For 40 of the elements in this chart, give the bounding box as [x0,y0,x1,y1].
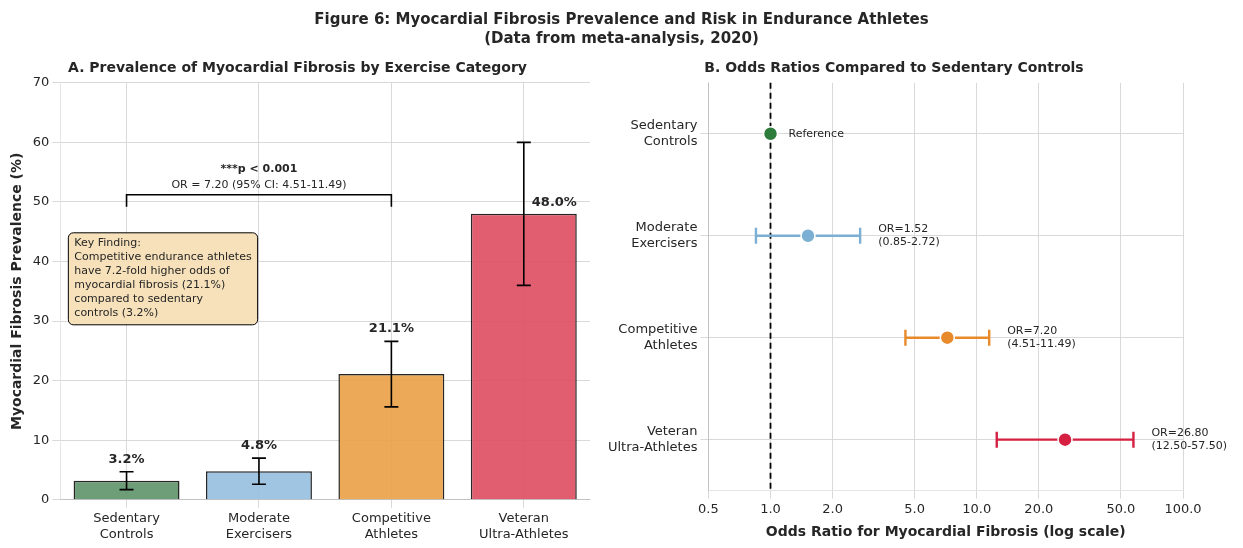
y-tick-label: 30 [32,312,50,328]
x-tick-label: Veteran Ultra-Athletes [479,509,569,541]
y-tick-label: 60 [32,133,50,149]
y-tick-label: 10 [32,431,50,447]
y-tick-label: 70 [32,74,50,90]
y-tick-label: 50 [32,193,50,209]
x-tick-label: Sedentary Controls [93,509,161,541]
data-label: 3.2% [108,450,145,466]
x-tick-label: 5.0 [904,500,926,516]
x-tick-label: Moderate Exercisers [225,509,293,541]
data-label: 48.0% [531,193,577,209]
y-tick-label: Veteran Ultra-Athletes [608,423,698,454]
data-label: 4.8% [240,436,277,452]
annotation: OR=7.20 (4.51-11.49) [1007,324,1076,351]
x-tick-label: 1.0 [760,500,781,516]
chart-title: B. Odds Ratios Compared to Sedentary Controls [704,59,1084,76]
y-tick-label: Competitive Athletes [618,321,698,352]
text: Figure 6: Myocardial Fibrosis Prevalence and Risk in Endurance Athletes [313,10,930,29]
x-tick-label: 0.5 [698,500,719,516]
annotation: OR=26.80 (12.50-57.50) [1151,425,1227,452]
x-axis-title: Odds Ratio for Myocardial Fibrosis (log scale) [765,523,1126,540]
text: (Data from meta-analysis, 2020) [483,29,760,48]
x-tick-label: 10.0 [962,500,992,516]
annotation: Key Finding: Competitive endurance athletes have 7.2-fold higher odds of myocardial fibrosis (21.1%) compared to sedentary controls (3.2%) [74,236,252,320]
annotation: ***p < 0.001 OR = 7.20 (95% CI: 4.51-11.49) [171,162,347,192]
annotation: OR=1.52 (0.85-2.72) [878,222,940,249]
y-tick-label: 40 [32,252,50,268]
y-tick-label: 0 [41,491,50,507]
y-tick-label: Sedentary Controls [630,117,698,148]
x-tick-label: Competitive Athletes [351,509,431,541]
data-label: 21.1% [368,320,414,336]
y-tick-label: 20 [32,372,50,388]
annotation: Reference [788,126,845,140]
x-tick-label: 2.0 [822,500,843,516]
x-tick-label: 50.0 [1106,500,1136,516]
y-axis-title: Myocardial Fibrosis Prevalence (%) [8,152,25,431]
chart-title: A. Prevalence of Myocardial Fibrosis by Exercise Category [68,59,527,76]
x-tick-label: 100.0 [1164,500,1202,516]
x-tick-label: 20.0 [1024,500,1054,516]
y-tick-label: Moderate Exercisers [631,219,698,250]
